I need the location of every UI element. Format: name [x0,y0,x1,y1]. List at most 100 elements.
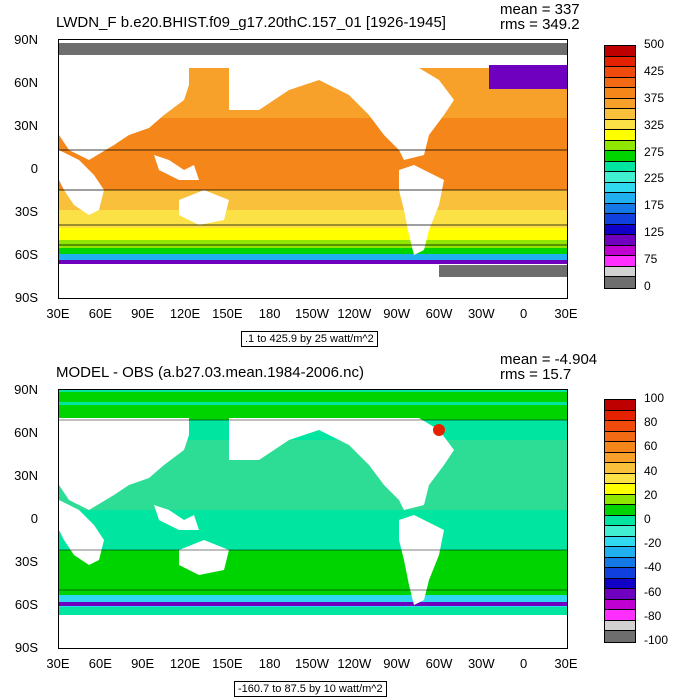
top-land-north-america [229,68,454,160]
top-mean: mean = 337 [500,1,580,18]
bottom-contour-lines [59,419,567,591]
bottom-land-south-america [399,515,444,605]
top-ocean-band-1 [59,190,567,210]
top-lat-label: 60N [14,75,38,90]
bottom-antarctica [59,615,567,648]
top-colorbar-swatch [605,88,635,99]
bottom-colorbar-swatch [605,599,635,611]
top-colorbar-swatch [605,119,635,131]
top-ocean-band-4 [59,240,567,248]
bottom-colorbar-swatch [605,515,635,527]
bottom-lon-label: 150E [212,656,243,671]
bottom-land-north-america [229,418,454,510]
bottom-colorbar-swatch [605,536,635,548]
top-colorbar-label: 225 [644,171,665,186]
top-lon-label: 150W [295,306,329,321]
top-land-africa [59,150,104,215]
top-lon-label: 150E [212,306,243,321]
top-colorbar-label: 75 [644,252,658,267]
top-land-maritime [154,155,199,180]
bottom-lon-label: 120W [337,656,372,671]
top-lon-label: 180 [258,306,281,321]
bottom-colorbar-swatch [605,442,635,453]
bottom-ocean-south-green [59,550,567,600]
bottom-colorbar-label: -100 [644,633,669,647]
bottom-lon-label: 30E [554,656,578,671]
bottom-colorbar-label: 60 [644,439,658,454]
bottom-colorbar-swatch [605,452,635,464]
bottom-colorbar-swatch [605,463,635,474]
bottom-lon-label: 30W [467,656,495,671]
top-colorbar-swatch [605,277,635,288]
top-colorbar-swatch [605,56,635,68]
top-land-australia [179,190,229,225]
top-colorbar-label: 375 [644,90,665,105]
bottom-rms: rms = 15.7 [500,366,572,383]
top-colorbar-swatch [605,193,635,204]
bottom-colorbar-label: -80 [644,608,662,623]
bottom-colorbar-swatch [605,557,635,569]
top-colorbar-label: 275 [644,144,665,159]
top-contour-lines [59,149,567,246]
top-colorbar-swatch [605,77,635,89]
top-colorbar-label: 125 [644,225,665,240]
bottom-colorbar-swatch [605,526,635,537]
top-colorbar-swatch [605,46,635,57]
top-colorbar-swatch [605,235,635,246]
top-ocean-band-3 [59,228,567,240]
bottom-colorbar-swatch [605,620,635,632]
bottom-colorbar-label: 40 [644,463,658,478]
top-colorbar-swatch [605,130,635,141]
bottom-caption: -160.7 to 87.5 by 10 watt/m^2 [234,681,387,697]
top-lon-label: 60W [425,306,453,321]
top-lat-label: 60S [14,247,38,262]
top-colorbar-swatch [605,245,635,257]
top-colorbar-swatch [605,214,635,225]
bottom-colorbar-label: -40 [644,560,662,575]
bottom-lat-label: 30N [14,468,38,483]
top-colorbar-label: 325 [644,117,665,132]
top-lat-label: 0 [30,161,38,176]
top-map-svg [59,40,567,298]
top-lon-label: 30W [467,306,495,321]
bottom-colorbar-label: 80 [644,415,658,430]
bottom-title: MODEL - OBS (a.b27.03.mean.1984-2006.nc) [56,364,364,381]
top-antarctic-ice [439,265,567,277]
top-arctic-ice [59,43,567,55]
bottom-lat-label: 60S [14,597,38,612]
top-lon-label: 90W [383,306,411,321]
top-caption: .1 to 425.9 by 25 watt/m^2 [241,331,378,347]
top-map [58,39,568,299]
top-lat-label: 30N [14,118,38,133]
top-colorbar-swatch [605,98,635,110]
top-colorbar-swatch [605,109,635,120]
bottom-colorbar-swatch [605,473,635,485]
top-rms: rms = 349.2 [500,16,580,33]
bottom-lon-label: 120E [169,656,201,671]
bottom-colorbar-label: -20 [644,536,662,551]
top-land-eurasia [59,68,189,160]
top-colorbar-swatch [605,266,635,278]
bottom-colorbar-swatch [605,589,635,600]
bottom-ocean-purple-band [59,602,567,606]
bottom-colorbar-label: -60 [644,584,662,599]
top-title: LWDN_F b.e20.BHIST.f09_g17.20thC.157_01 … [56,14,446,31]
bottom-colorbar-label: 0 [644,512,651,526]
top-colorbar-swatch [605,224,635,236]
bottom-lon-label: 30E [46,656,70,671]
bottom-land-maritime [154,505,199,530]
bottom-colorbar-swatch [605,421,635,432]
top-colorbar-swatch [605,203,635,215]
bottom-colorbar-swatch [605,610,635,621]
top-lon-label: 30E [46,306,70,321]
top-colorbar-label: 175 [644,198,665,213]
top-lon-label: 0 [520,306,528,321]
top-colorbar-swatch [605,140,635,152]
top-lon-label: 90E [131,306,155,321]
bottom-colorbar-swatch [605,505,635,516]
top-colorbar-swatch [605,161,635,173]
bottom-lon-label: 90W [383,656,411,671]
top-colorbar-swatch [605,172,635,183]
bottom-colorbar-swatch [605,547,635,558]
bottom-lon-label: 150W [295,656,329,671]
